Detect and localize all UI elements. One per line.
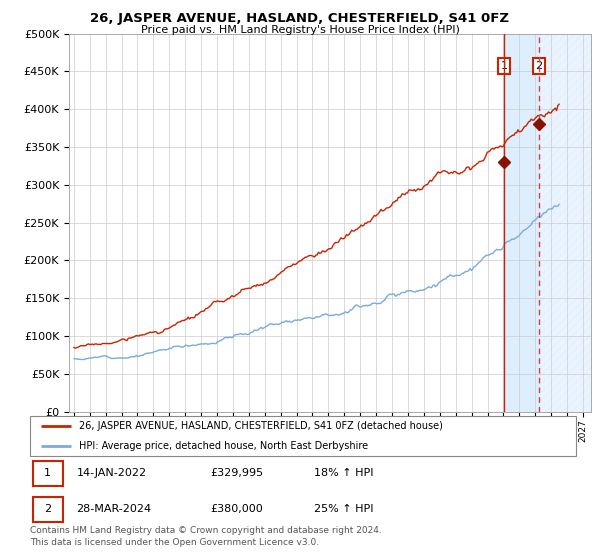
Text: 25% ↑ HPI: 25% ↑ HPI xyxy=(314,505,373,515)
Text: 2: 2 xyxy=(44,505,52,515)
Text: Contains HM Land Registry data © Crown copyright and database right 2024.: Contains HM Land Registry data © Crown c… xyxy=(30,526,382,535)
Text: 26, JASPER AVENUE, HASLAND, CHESTERFIELD, S41 0FZ (detached house): 26, JASPER AVENUE, HASLAND, CHESTERFIELD… xyxy=(79,421,443,431)
Text: 18% ↑ HPI: 18% ↑ HPI xyxy=(314,468,373,478)
Bar xyxy=(504,34,539,412)
Text: 1: 1 xyxy=(44,468,51,478)
Text: 14-JAN-2022: 14-JAN-2022 xyxy=(76,468,146,478)
Text: 28-MAR-2024: 28-MAR-2024 xyxy=(76,505,152,515)
Text: 2: 2 xyxy=(535,60,542,71)
FancyBboxPatch shape xyxy=(30,416,576,456)
Text: £380,000: £380,000 xyxy=(210,505,263,515)
Text: HPI: Average price, detached house, North East Derbyshire: HPI: Average price, detached house, Nort… xyxy=(79,441,368,451)
Text: £329,995: £329,995 xyxy=(210,468,263,478)
Text: This data is licensed under the Open Government Licence v3.0.: This data is licensed under the Open Gov… xyxy=(30,538,319,547)
Text: 26, JASPER AVENUE, HASLAND, CHESTERFIELD, S41 0FZ: 26, JASPER AVENUE, HASLAND, CHESTERFIELD… xyxy=(91,12,509,25)
Text: 1: 1 xyxy=(500,60,508,71)
FancyBboxPatch shape xyxy=(33,497,63,522)
Text: Price paid vs. HM Land Registry's House Price Index (HPI): Price paid vs. HM Land Registry's House … xyxy=(140,25,460,35)
Bar xyxy=(539,34,599,412)
FancyBboxPatch shape xyxy=(33,461,63,486)
